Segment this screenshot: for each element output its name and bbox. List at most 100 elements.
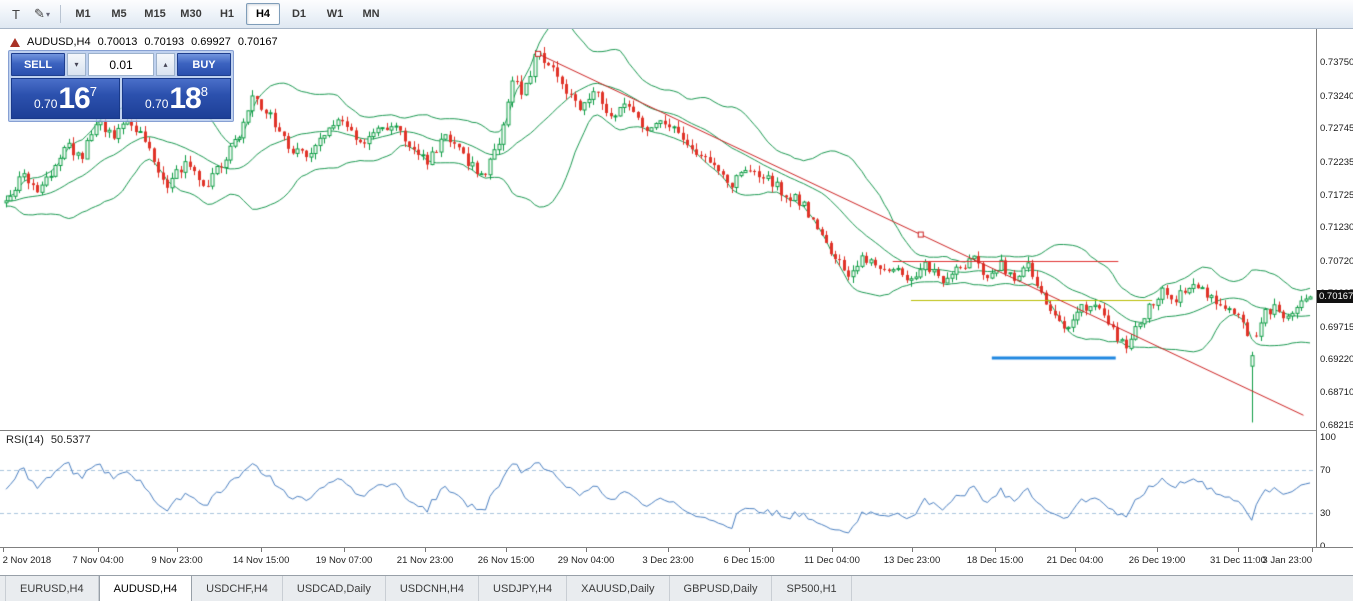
sell-button[interactable]: SELL	[11, 53, 65, 76]
text-tool-icon: T	[12, 6, 20, 22]
tab-gbpusd-daily[interactable]: GBPUSD,Daily	[670, 576, 773, 601]
price-axis-label: 0.68215	[1320, 419, 1353, 431]
text-tool-button[interactable]: T	[3, 2, 29, 26]
price-axis[interactable]: 0.70167 0.73750 0.73240 0.72745 0.72235 0.71…	[1316, 29, 1353, 552]
chart-tab-bar: EURUSD,H4 AUDUSD,H4 USDCHF,H4 USDCAD,Daily U…	[0, 575, 1353, 601]
price-axis-label: 0.69715	[1320, 321, 1353, 333]
sell-price-pips: 16	[58, 81, 90, 115]
timeframe-w1[interactable]: W1	[326, 8, 344, 20]
volume-dropdown-button[interactable]: ▾	[67, 53, 86, 76]
time-axis-tick	[995, 548, 997, 552]
tab-usdjpy-h4[interactable]: USDJPY,H4	[479, 576, 568, 601]
ohlc-high: 0.70193	[144, 36, 185, 48]
price-axis-label: 0.73750	[1320, 57, 1353, 69]
pencil-icon: ✎	[34, 6, 45, 21]
tab-eurusd-h4[interactable]: EURUSD,H4	[5, 576, 99, 601]
ohlc-open: 0.70013	[97, 36, 138, 48]
tab-usdcad-daily[interactable]: USDCAD,Daily	[283, 576, 386, 601]
tab-audusd-h4[interactable]: AUDUSD,H4	[98, 576, 193, 601]
time-axis-tick	[506, 548, 507, 552]
price-axis-label: 0.71230	[1320, 222, 1353, 234]
pane-separator	[0, 430, 1353, 431]
time-axis-label: 2 Nov 2018	[2, 555, 52, 566]
price-axis-label: 0.70720	[1320, 255, 1353, 267]
buy-price-display[interactable]: 0.70 18 8	[122, 78, 231, 119]
time-axis-tick	[1157, 548, 1159, 552]
time-axis-tick	[749, 548, 751, 552]
chart-ohlc-title: AUDUSD,H4 0.70013 0.70193 0.69927 0.7016…	[10, 36, 278, 48]
toolbar-separator	[60, 5, 61, 23]
price-axis-label: 0.69220	[1320, 353, 1353, 365]
time-axis-label: 26 Dec 19:00	[1128, 555, 1186, 566]
timeframe-h1[interactable]: H1	[219, 8, 235, 20]
timeframe-buttons: M1 M5 M15 M30 H1 H4 D1 W1 MN	[66, 3, 388, 25]
timeframe-mn[interactable]: MN	[362, 8, 380, 20]
time-axis-label: 11 Dec 04:00	[804, 555, 860, 566]
timeframe-m15[interactable]: M15	[144, 8, 166, 20]
rsi-name: RSI(14)	[6, 434, 44, 446]
timeframe-m30[interactable]: M30	[180, 8, 202, 20]
time-axis-tick	[1312, 548, 1314, 552]
symbol-period: AUDUSD,H4	[27, 36, 91, 48]
draw-tool-button[interactable]: ✎ ▾	[29, 2, 55, 26]
time-axis-label: 31 Dec 11:00	[1210, 555, 1266, 566]
toolbar: T ✎ ▾ M1 M5 M15 M30 H1 H4 D1 W1 MN	[0, 0, 1353, 29]
time-axis-tick	[98, 548, 100, 552]
tab-usdcnh-h4[interactable]: USDCNH,H4	[386, 576, 480, 601]
ohlc-low: 0.69927	[191, 36, 231, 48]
chevron-down-icon: ▾	[74, 60, 79, 69]
rsi-axis-label: 100	[1320, 432, 1336, 443]
tab-sp500-h1[interactable]: SP500,H1	[772, 576, 852, 601]
buy-price-point: 8	[200, 84, 208, 99]
time-axis-tick	[1237, 548, 1239, 552]
time-axis-tick	[911, 548, 913, 552]
volume-input[interactable]	[88, 53, 154, 76]
time-axis-label: 26 Nov 15:00	[477, 555, 535, 566]
time-axis-label: 18 Dec 15:00	[966, 555, 1024, 566]
symbol-marker-icon	[10, 37, 20, 47]
timeframe-d1[interactable]: D1	[291, 8, 307, 20]
time-axis-label: 7 Nov 04:00	[72, 555, 124, 566]
time-axis-tick	[668, 548, 669, 552]
timeframe-m5[interactable]: M5	[111, 8, 127, 20]
time-axis-label: 3 Dec 23:00	[642, 555, 694, 566]
time-axis-tick	[1074, 548, 1076, 552]
volume-increase-button[interactable]: ▴	[156, 53, 175, 76]
time-axis-label: 6 Dec 15:00	[723, 555, 775, 566]
ohlc-close: 0.70167	[237, 36, 278, 48]
buy-button[interactable]: BUY	[177, 53, 231, 76]
chevron-down-icon: ▾	[45, 9, 50, 19]
time-axis-label: 21 Dec 04:00	[1046, 555, 1104, 566]
sell-price-display[interactable]: 0.70 16 7	[11, 78, 120, 119]
price-axis-label: 0.68710	[1320, 387, 1353, 399]
time-axis-label: 19 Nov 07:00	[315, 555, 373, 566]
time-axis-tick	[177, 548, 178, 552]
time-axis-label: 29 Nov 04:00	[557, 555, 615, 566]
tab-xauusd-daily[interactable]: XAUUSD,Daily	[567, 576, 670, 601]
buy-price-base: 0.70	[145, 97, 169, 111]
timeframe-h4[interactable]: H4	[246, 3, 280, 25]
rsi-axis-label: 70	[1320, 464, 1331, 476]
price-axis-label: 0.73240	[1320, 90, 1353, 102]
tab-usdchf-h4[interactable]: USDCHF,H4	[192, 576, 283, 601]
time-axis-label: 14 Nov 15:00	[232, 555, 290, 566]
sell-price-point: 7	[89, 84, 97, 99]
price-axis-label: 0.71725	[1320, 189, 1353, 201]
rsi-axis-label: 30	[1320, 508, 1331, 520]
rsi-indicator-canvas[interactable]	[0, 431, 1316, 547]
chevron-up-icon: ▴	[163, 60, 168, 69]
price-axis-label: 0.72745	[1320, 123, 1353, 135]
sell-price-base: 0.70	[34, 97, 58, 111]
buy-price-pips: 18	[169, 81, 201, 115]
time-axis[interactable]: 2 Nov 2018 7 Nov 04:00 9 Nov 23:00 14 Nov 1…	[0, 547, 1353, 576]
time-axis-tick	[2, 548, 4, 552]
time-axis-label: 21 Nov 23:00	[396, 555, 454, 566]
current-price-badge: 0.70167	[1317, 290, 1353, 304]
time-axis-tick	[586, 548, 587, 552]
one-click-trading-panel: SELL ▾ ▴ BUY 0.70 16 7 0.70 18 8	[8, 50, 234, 122]
timeframe-m1[interactable]: M1	[75, 8, 91, 20]
time-axis-label: 3 Jan 23:00	[1262, 555, 1313, 566]
rsi-axis-label: 0	[1320, 541, 1325, 552]
price-axis-label: 0.72235	[1320, 156, 1353, 168]
